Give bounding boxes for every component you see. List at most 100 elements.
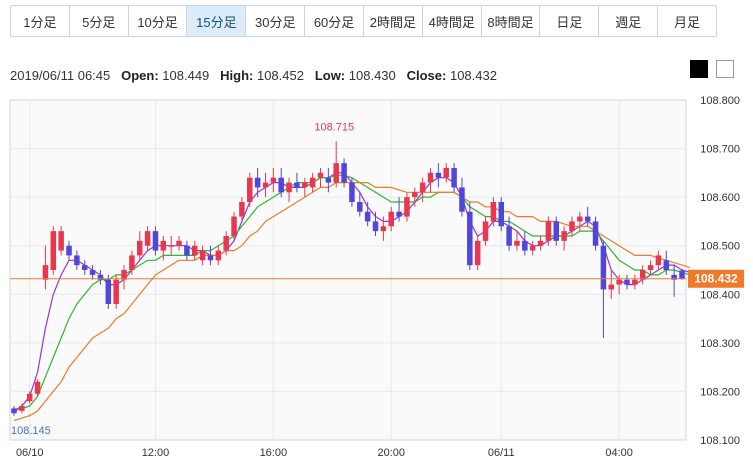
candle-body xyxy=(215,250,222,261)
candle-body xyxy=(545,221,552,241)
candle-body xyxy=(584,216,591,222)
candle-body xyxy=(529,245,536,251)
candle-body xyxy=(286,182,292,193)
candle-body xyxy=(247,177,253,202)
candle-body xyxy=(443,168,449,178)
candle-body xyxy=(50,231,57,270)
candle-body xyxy=(302,182,308,188)
tab-11[interactable]: 月足 xyxy=(674,14,701,30)
candle-body xyxy=(647,265,654,270)
candle-body xyxy=(514,240,520,246)
candle-body xyxy=(537,240,544,246)
low-label: Low: xyxy=(314,68,346,83)
high-label: High: xyxy=(220,68,254,83)
tab-6[interactable]: 2時間足 xyxy=(364,6,423,36)
candle-body xyxy=(144,231,151,246)
y-tick-label: 108.400 xyxy=(700,289,740,301)
tab-7[interactable]: 4時間足 xyxy=(423,6,482,36)
candle-body xyxy=(74,255,80,266)
candle-body xyxy=(372,221,379,232)
candle-body xyxy=(11,408,17,414)
candle-body xyxy=(655,255,662,266)
candle-body xyxy=(254,177,261,188)
candle-body xyxy=(89,270,96,275)
candle-body xyxy=(129,255,135,270)
candle-body xyxy=(136,240,143,256)
candle-body xyxy=(561,231,567,241)
close-label: Close: xyxy=(406,68,447,83)
timeframe-tabs: 1分足 5分足 10分足 15分足 30分足 60分足 2時間足 4時間足 8時間足 日足 週足 月足 xyxy=(10,5,717,37)
x-tick-label: 04:00 xyxy=(605,447,633,459)
candle-body xyxy=(58,231,64,251)
candle-body xyxy=(184,245,190,256)
candle-body xyxy=(412,192,418,198)
min-price-label: 108.145 xyxy=(11,425,51,437)
candle-body xyxy=(113,279,119,304)
candle-body xyxy=(380,226,387,232)
candle-body xyxy=(459,187,465,212)
candle-body xyxy=(639,270,646,280)
candle-body xyxy=(121,270,127,280)
y-tick-label: 108.600 xyxy=(700,192,740,204)
tab-2[interactable]: 10分足 xyxy=(129,6,188,36)
candle-body xyxy=(160,240,167,251)
candle-body xyxy=(357,202,363,212)
candle-body xyxy=(207,255,214,261)
candle-body xyxy=(608,284,615,290)
candle-body xyxy=(270,177,277,183)
tab-5[interactable]: 60分足 xyxy=(305,6,364,36)
x-tick-label: 16:00 xyxy=(260,447,288,459)
y-tick-label: 108.700 xyxy=(700,144,740,156)
y-tick-label: 108.500 xyxy=(700,241,740,253)
candle-body xyxy=(168,245,174,247)
tab-0[interactable]: 1分足 xyxy=(11,6,70,36)
dark-theme-button[interactable] xyxy=(690,60,708,78)
candle-body xyxy=(199,250,206,261)
high-value: 108.452 xyxy=(256,68,304,83)
candle-body xyxy=(309,177,316,188)
candle-body xyxy=(569,221,575,232)
current-price-label: 108.432 xyxy=(694,272,738,286)
plot-area xyxy=(9,99,687,441)
close-value: 108.432 xyxy=(449,68,497,83)
candle-body xyxy=(34,381,41,394)
candle-body xyxy=(176,240,182,246)
x-tick-label: 06/11 xyxy=(488,447,515,459)
candle-body xyxy=(19,406,25,411)
candle-body xyxy=(482,221,489,241)
candle-body xyxy=(66,245,72,256)
candle-body xyxy=(671,274,677,280)
candle-body xyxy=(294,182,300,188)
tab-9[interactable]: 日足 xyxy=(540,6,600,36)
light-theme-button[interactable] xyxy=(716,60,734,78)
candle-body xyxy=(333,163,339,183)
candle-body xyxy=(262,182,269,188)
candle-body xyxy=(592,221,599,246)
candle-body xyxy=(349,182,355,202)
max-price-label: 108.715 xyxy=(314,121,354,133)
candle-body xyxy=(341,163,347,183)
y-tick-label: 108.100 xyxy=(700,435,740,447)
tab-1[interactable]: 5分足 xyxy=(70,6,129,36)
candle-body xyxy=(364,211,371,222)
tab-4[interactable]: 30分足 xyxy=(246,6,306,36)
candle-body xyxy=(388,211,394,227)
candle-body xyxy=(317,172,324,178)
candle-body xyxy=(396,211,402,217)
candle-body xyxy=(105,279,112,304)
candle-body xyxy=(663,260,670,270)
candle-body xyxy=(632,279,638,285)
info-datetime: 2019/06/11 06:45 xyxy=(10,68,111,83)
candle-body xyxy=(577,216,583,222)
candle-body xyxy=(451,168,457,188)
candle-body xyxy=(616,279,622,285)
x-tick-label: 06/10 xyxy=(16,447,44,459)
y-tick-label: 108.800 xyxy=(700,95,740,107)
tab-8[interactable]: 8時間足 xyxy=(482,6,541,36)
tab-10[interactable]: 週足 xyxy=(599,6,659,36)
candle-body xyxy=(506,226,512,246)
candle-body xyxy=(553,221,560,241)
candle-body xyxy=(97,274,104,280)
candle-body xyxy=(522,240,528,251)
tab-3[interactable]: 15分足 xyxy=(187,6,247,36)
